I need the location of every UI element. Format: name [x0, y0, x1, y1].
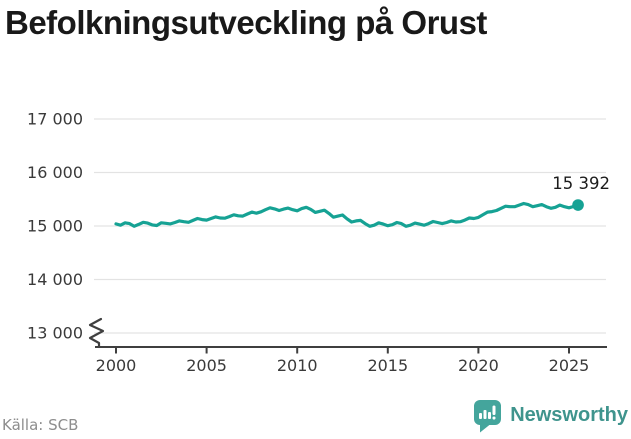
y-axis-break-icon: [88, 317, 105, 349]
newsworthy-logo-icon: [474, 400, 502, 433]
x-tick-label: 2000: [96, 356, 137, 375]
x-tick-label: 2025: [549, 356, 590, 375]
y-tick-label: 17 000: [27, 110, 83, 129]
source-label: Källa: SCB: [2, 416, 79, 434]
last-value-label: 15 392: [552, 174, 610, 193]
newsworthy-logo: Newsworthy: [473, 399, 628, 435]
x-tick-label: 2005: [186, 356, 227, 375]
y-tick-label: 14 000: [27, 270, 83, 289]
x-tick-label: 2015: [367, 356, 408, 375]
y-tick-label: 13 000: [27, 324, 83, 343]
last-point-marker: [572, 199, 584, 211]
x-tick-label: 2020: [458, 356, 499, 375]
newsworthy-logo-text: Newsworthy: [510, 404, 628, 426]
population-series-line: [114, 201, 580, 228]
y-tick-label: 16 000: [27, 163, 83, 182]
y-tick-label: 15 000: [27, 217, 83, 236]
x-tick-label: 2010: [277, 356, 318, 375]
chart-title: Befolkningsutveckling på Orust: [5, 4, 487, 41]
